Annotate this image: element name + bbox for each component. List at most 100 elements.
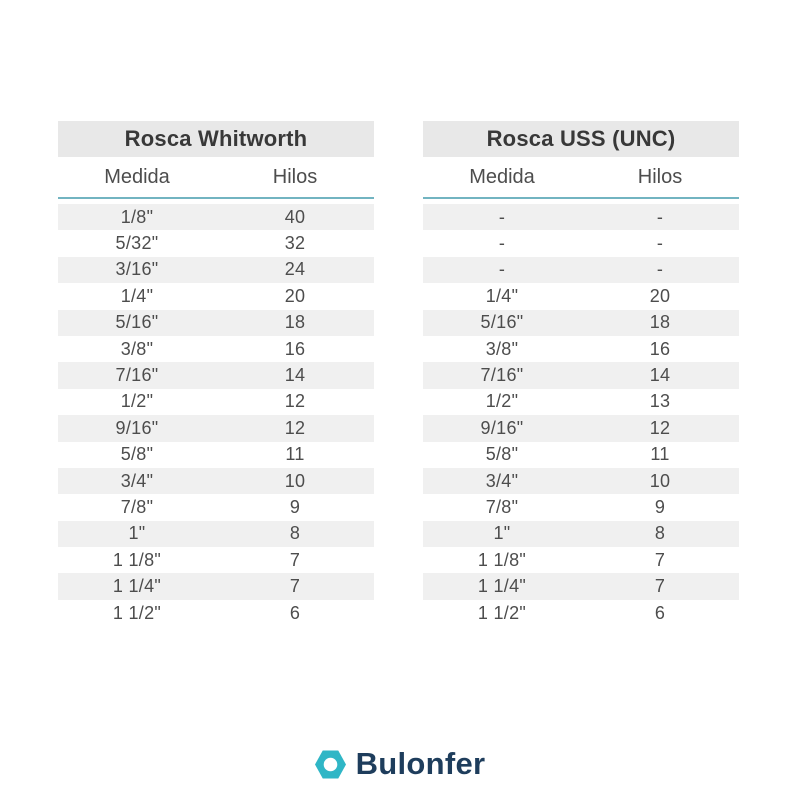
table-row: 3/16" 24 [58, 256, 374, 284]
table-row: 1/4" 20 [423, 283, 739, 309]
medida-cell: 1 1/2" [477, 602, 527, 623]
medida-cell: 1 1/4" [477, 576, 527, 597]
medida-cell: 3/4" [485, 470, 519, 491]
medida-cell: 5/8" [120, 444, 154, 465]
medida-cell: 3/8" [485, 338, 519, 359]
uss-unc-table-rows: - - - - - -1/4" 20 5/16" 18 3/8" 16 7/16" 14 1/2" 13 9/… [423, 204, 739, 626]
hilos-cell: - [656, 259, 664, 280]
medida-cell: - [498, 233, 506, 254]
medida-cell: 1/4" [485, 285, 519, 306]
table-row: 9/16" 12 [423, 415, 739, 442]
hilos-cell: 11 [285, 444, 305, 465]
medida-cell: 3/8" [120, 338, 154, 359]
medida-cell: 5/16" [480, 312, 524, 333]
hilos-cell: 7 [289, 549, 301, 570]
hilos-cell: 11 [650, 444, 670, 465]
hilos-cell: - [656, 206, 664, 227]
uss-unc-table: Rosca USS (UNC) Medida Hilos - - - - - -1/4" 2… [423, 121, 739, 626]
table-row: 1 1/4" 7 [423, 573, 739, 600]
table-row: -- [423, 256, 739, 284]
hilos-cell: 10 [284, 470, 306, 491]
medida-cell: 1" [128, 523, 146, 544]
brand-footer: Bulonfer [0, 746, 800, 782]
hilos-cell: 7 [289, 576, 301, 597]
table-row: 1/4" 20 [58, 283, 374, 309]
brand-name: Bulonfer [355, 746, 486, 781]
medida-cell: 1/2" [120, 391, 154, 412]
hilos-cell: - [656, 233, 664, 254]
whitworth-table: Rosca Whitworth Medida Hilos 1/8" 40 5/32"… [58, 121, 374, 626]
hilos-cell: 8 [654, 523, 666, 544]
medida-cell: 5/8" [485, 444, 519, 465]
hilos-cell: 14 [284, 365, 306, 386]
hilos-cell: 12 [649, 417, 671, 438]
table-row: 1 1/4" 7 [58, 573, 374, 600]
medida-cell: 1/2" [485, 391, 519, 412]
table-row: 5/8" 11 [423, 442, 739, 468]
medida-cell: 1 1/2" [112, 602, 162, 623]
table-row: 1" 8 [58, 520, 374, 548]
table-row: 5/32" 32 [58, 230, 374, 256]
table-row: 7/8" 9 [423, 494, 739, 520]
medida-cell: 1 1/8" [112, 549, 162, 570]
medida-cell: 1 1/8" [477, 549, 527, 570]
table-row: -- [423, 204, 739, 231]
column-header-hilos: Hilos [637, 165, 683, 188]
hilos-cell: 7 [654, 549, 666, 570]
table-row: 5/8" 11 [58, 442, 374, 468]
medida-cell: 7/8" [120, 496, 154, 517]
medida-cell: 3/4" [120, 470, 154, 491]
hilos-cell: 13 [649, 391, 671, 412]
table-row: 1" 8 [423, 520, 739, 548]
hilos-cell: 6 [654, 602, 666, 623]
medida-cell: 7/8" [485, 496, 519, 517]
hilos-cell: 24 [284, 259, 306, 280]
hilos-cell: 14 [649, 365, 671, 386]
hilos-cell: 9 [289, 496, 301, 517]
table-row: 1/2" 13 [423, 389, 739, 415]
medida-cell: 3/16" [115, 259, 159, 280]
table-row: 1 1/2" 6 [423, 600, 739, 626]
table-row: 7/8" 9 [58, 494, 374, 520]
table-row: 3/4" 10 [423, 467, 739, 495]
hilos-cell: 40 [284, 206, 306, 227]
table-row: 5/16" 18 [58, 309, 374, 336]
hilos-cell: 16 [649, 338, 671, 359]
table-row: 1/8" 40 [58, 204, 374, 231]
table-row: 3/4" 10 [58, 467, 374, 495]
medida-cell: 1/8" [120, 206, 154, 227]
medida-cell: 1" [493, 523, 511, 544]
medida-cell: 7/16" [115, 365, 159, 386]
hilos-cell: 6 [289, 602, 301, 623]
table-row: -- [423, 230, 739, 256]
hilos-cell: 7 [654, 576, 666, 597]
hilos-cell: 32 [284, 233, 306, 254]
table-row: 3/8" 16 [423, 336, 739, 362]
uss-unc-column-headers: Medida Hilos [423, 157, 739, 199]
table-row: 3/8" 16 [58, 336, 374, 362]
column-header-hilos: Hilos [272, 165, 318, 188]
medida-cell: 5/16" [115, 312, 159, 333]
hilos-cell: 20 [649, 285, 671, 306]
whitworth-column-headers: Medida Hilos [58, 157, 374, 199]
whitworth-table-rows: 1/8" 40 5/32" 32 3/16" 24 1/4" 20 5/16" 18 3/8" 16 7… [58, 204, 374, 626]
medida-cell: - [498, 206, 506, 227]
medida-cell: 9/16" [115, 417, 159, 438]
whitworth-table-title: Rosca Whitworth [58, 121, 374, 157]
hilos-cell: 16 [284, 338, 306, 359]
hex-nut-icon [314, 749, 346, 779]
hilos-cell: 18 [284, 312, 306, 333]
medida-cell: 5/32" [115, 233, 159, 254]
hilos-cell: 12 [284, 417, 306, 438]
uss-unc-table-title: Rosca USS (UNC) [423, 121, 739, 157]
table-row: 1 1/8" 7 [423, 547, 739, 573]
hilos-cell: 10 [649, 470, 671, 491]
hilos-cell: 18 [649, 312, 671, 333]
thread-tables: Rosca Whitworth Medida Hilos 1/8" 40 5/32"… [58, 121, 739, 626]
table-row: 7/16" 14 [423, 362, 739, 389]
table-row: 1/2" 12 [58, 389, 374, 415]
table-row: 5/16" 18 [423, 309, 739, 336]
hilos-cell: 8 [289, 523, 301, 544]
hilos-cell: 9 [654, 496, 666, 517]
